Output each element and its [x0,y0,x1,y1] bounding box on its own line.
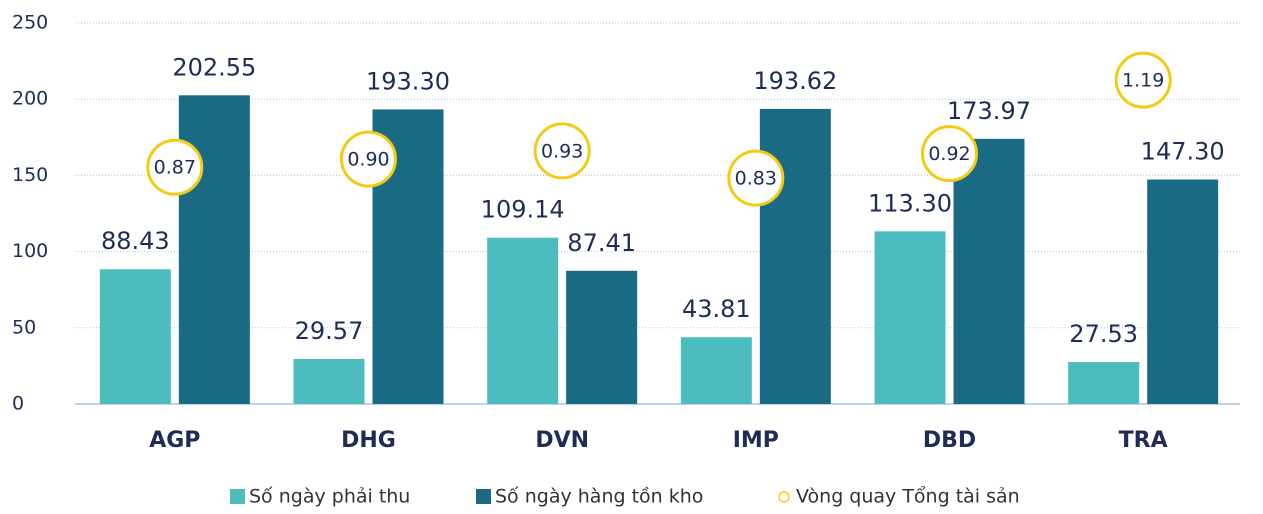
bar [680,337,752,404]
y-tick-label: 250 [12,12,48,34]
legend-marker [230,489,245,504]
legend-marker [476,489,491,504]
legend-label: Số ngày hàng tồn kho [495,486,703,508]
value-label: 87.41 [567,229,636,257]
value-label: 0.87 [154,157,196,179]
legend-label: Số ngày phải thu [249,486,410,508]
value-label: 27.53 [1069,320,1138,348]
value-label: 193.62 [753,67,837,95]
marker [1114,51,1172,109]
bar [99,269,171,404]
value-label: 0.90 [347,149,389,171]
bar [566,270,638,404]
x-tick-label: IMP [733,428,779,453]
value-label: 0.93 [541,140,583,162]
value-label: 173.97 [947,97,1031,125]
marker [727,149,785,207]
x-tick-label: AGP [149,428,200,453]
y-tick-label: 200 [12,88,48,110]
x-tick-label: DBD [923,428,976,453]
value-label: 29.57 [295,317,364,345]
bar [1147,179,1219,404]
bar [293,358,365,404]
bar [874,231,946,404]
value-label: 147.30 [1141,138,1225,166]
y-tick-label: 100 [12,240,48,262]
value-label: 109.14 [481,196,565,224]
x-tick-label: DVN [535,428,589,453]
value-label: 202.55 [172,53,256,81]
marker [146,138,204,196]
x-tick-label: DHG [341,428,396,453]
value-label: 43.81 [682,295,751,323]
bar [953,138,1025,404]
marker [340,130,397,188]
legend-label: Vòng quay Tổng tài sản [796,486,1020,508]
marker [533,122,591,180]
value-label: 88.43 [101,227,170,255]
value-label: 0.92 [928,143,970,165]
marker [921,125,978,183]
bar [1068,362,1140,404]
y-tick-label: 50 [12,316,36,338]
y-tick-label: 150 [12,164,48,186]
value-label: 1.19 [1122,70,1164,92]
value-label: 193.30 [366,67,450,95]
value-label: 0.83 [735,168,777,190]
bar [178,95,250,405]
legend-marker [778,491,790,503]
value-label: 113.30 [868,189,952,217]
bar [487,237,559,404]
y-tick-label: 0 [12,393,24,415]
x-tick-label: TRA [1119,428,1168,453]
bar [759,108,831,404]
